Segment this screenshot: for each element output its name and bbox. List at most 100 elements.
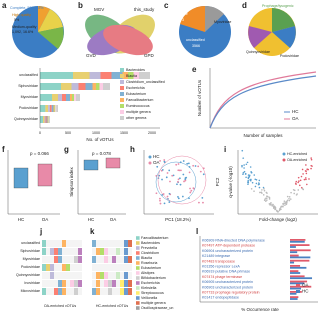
bar-segment	[48, 116, 49, 123]
cell	[128, 264, 132, 271]
legend-label: OA-enriched	[287, 158, 307, 162]
point	[278, 209, 281, 212]
legend-swatch	[120, 110, 124, 114]
bar	[290, 277, 313, 280]
point	[306, 183, 308, 186]
cell	[58, 256, 62, 263]
cell	[46, 280, 50, 287]
cell	[50, 248, 54, 255]
pie-a	[12, 6, 64, 58]
point	[310, 157, 312, 159]
x-tick-label: OA	[110, 217, 117, 222]
bar-segment	[99, 83, 103, 90]
y-tick-label: K06903 uncharacterized protein	[202, 285, 253, 289]
cell	[66, 248, 70, 255]
box	[83, 159, 99, 171]
cell	[96, 264, 100, 271]
point	[201, 196, 204, 199]
point	[187, 162, 190, 165]
cell	[74, 248, 78, 255]
cell	[54, 272, 58, 279]
point	[249, 179, 251, 181]
legend-label: Klebsiella	[141, 286, 156, 290]
point	[182, 160, 185, 162]
cell	[62, 280, 66, 287]
bar-segment	[103, 83, 110, 90]
point	[282, 203, 285, 206]
legend-swatch	[120, 116, 124, 120]
cell	[124, 280, 128, 287]
point	[263, 188, 265, 190]
cell	[58, 288, 62, 295]
cell	[124, 248, 128, 255]
cell	[92, 280, 96, 287]
bar	[290, 291, 302, 293]
point	[172, 174, 175, 177]
x-axis-label: HC-enriched vOTUs	[96, 304, 129, 308]
y-tick-label: K06905 uncharacterized protein	[202, 280, 253, 284]
cell	[104, 272, 108, 279]
point	[266, 192, 268, 194]
legend-swatch	[136, 276, 140, 280]
point	[250, 188, 253, 190]
panel-label: h	[130, 145, 135, 154]
legend-swatch	[120, 104, 124, 108]
point	[194, 165, 197, 167]
point	[305, 178, 307, 181]
pie-label: High-quality	[12, 13, 31, 17]
point	[294, 182, 297, 185]
cell	[42, 240, 46, 247]
cell	[74, 264, 78, 271]
point	[259, 191, 261, 194]
venn-label: GPD	[144, 53, 155, 58]
bar	[290, 270, 299, 272]
y-tick-label: Myoviridae	[23, 257, 40, 261]
point	[285, 203, 288, 206]
point	[197, 165, 200, 168]
volcano	[241, 149, 313, 213]
genus-bars: unclassified Siphoviridae Myoviridae Podovi…	[14, 68, 165, 135]
legend-swatch	[136, 236, 140, 240]
cell	[78, 248, 82, 255]
cell	[96, 248, 100, 255]
legend-label: Bacteroides	[126, 68, 145, 72]
cell	[108, 280, 112, 287]
legend-swatch	[136, 291, 140, 295]
bar-segment	[85, 83, 93, 90]
pie-label: Myoviridae	[214, 20, 231, 24]
legend-label: Faecalibacterium	[141, 236, 168, 240]
point	[295, 180, 298, 183]
point	[180, 169, 182, 172]
cell	[74, 272, 78, 279]
cell	[128, 256, 132, 263]
point	[297, 189, 300, 191]
point	[262, 194, 265, 196]
cell	[104, 256, 108, 263]
cell	[108, 288, 112, 295]
bar-segment	[48, 105, 50, 112]
cell	[128, 288, 132, 295]
y-tick-label: Inoviridae	[24, 281, 40, 285]
cell	[70, 264, 74, 271]
point	[263, 189, 266, 192]
cell	[112, 280, 116, 287]
pie-label: Siphoviridae	[168, 12, 188, 16]
point	[272, 203, 274, 206]
point	[293, 192, 295, 195]
axis	[199, 236, 318, 303]
y-tick-label: Siphoviridae	[20, 249, 40, 253]
legend-label: Clostridium_unclassified	[126, 80, 165, 84]
cell	[108, 240, 112, 247]
point	[192, 187, 195, 190]
legend-swatch	[296, 290, 300, 293]
bar-segment	[58, 94, 62, 101]
point	[168, 169, 171, 172]
cell	[50, 256, 54, 263]
bar	[290, 282, 305, 285]
cell	[58, 264, 62, 271]
y-tick-label: Siphoviridae	[18, 84, 38, 88]
legend-swatch	[136, 241, 140, 245]
bar-segment	[74, 94, 76, 101]
x-tick-label: OA	[42, 217, 49, 222]
cell	[58, 272, 62, 279]
